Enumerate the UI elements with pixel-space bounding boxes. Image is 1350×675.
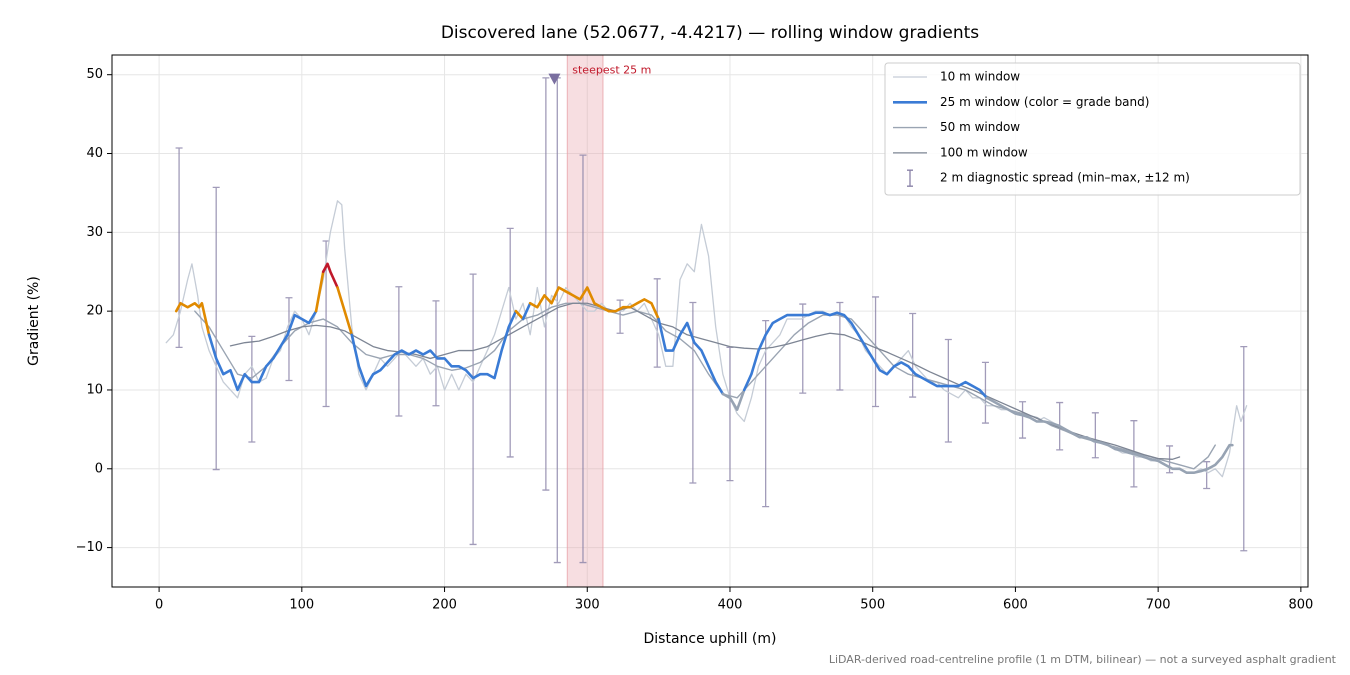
x-tick-label: 300	[575, 598, 600, 613]
x-tick-label: 100	[289, 598, 314, 613]
legend-box	[884, 62, 1301, 196]
series-line	[742, 311, 989, 400]
error-bar	[909, 312, 917, 398]
error-bar	[653, 278, 661, 368]
footnote: LiDAR-derived road-centreline profile (1…	[829, 653, 1337, 666]
error-bar	[469, 273, 477, 546]
legend-label: 100 m window	[940, 145, 1028, 159]
series-line	[528, 286, 660, 321]
error-bar	[1091, 412, 1099, 459]
error-bar	[212, 186, 220, 471]
error-bar	[506, 227, 514, 458]
error-bar	[285, 297, 293, 382]
x-tick-label: 200	[432, 598, 457, 613]
y-tick-label: 0	[95, 461, 103, 476]
series-line	[721, 388, 746, 411]
series-line	[521, 301, 532, 321]
highlight-marker	[548, 73, 561, 85]
series-line	[174, 301, 211, 337]
y-axis-label: Gradient (%)	[26, 276, 42, 366]
x-tick-label: 0	[155, 598, 163, 613]
error-bar	[1019, 401, 1027, 439]
x-axis-label: Distance uphill (m)	[644, 631, 777, 647]
series-line	[165, 200, 1248, 478]
legend-label: 10 m window	[940, 70, 1020, 84]
legend-label: 50 m window	[940, 120, 1020, 134]
y-tick-label: 40	[86, 146, 103, 161]
error-bar	[836, 301, 844, 391]
y-tick-label: −10	[76, 540, 103, 555]
x-tick-label: 800	[1288, 598, 1313, 613]
error-bar	[1240, 345, 1248, 552]
error-bar	[872, 296, 880, 408]
x-tick-label: 700	[1146, 598, 1171, 613]
y-tick-label: 10	[86, 382, 103, 397]
error-bar	[248, 335, 256, 443]
error-bar	[553, 77, 561, 564]
highlight-span	[566, 54, 604, 588]
series-line	[336, 286, 354, 337]
series-line	[350, 309, 518, 388]
error-bar	[1203, 461, 1211, 490]
series-line	[194, 302, 1216, 470]
legend-swatch	[907, 169, 913, 187]
x-tick-label: 600	[1003, 598, 1028, 613]
plot-frame	[111, 54, 1309, 588]
error-bar	[726, 346, 734, 482]
y-tick-label: 20	[86, 304, 103, 319]
error-bar	[542, 77, 550, 491]
y-tick-label: 50	[86, 67, 103, 82]
series-line	[514, 309, 525, 321]
chart-title: Discovered lane (52.0677, -4.4217) — rol…	[441, 23, 979, 43]
highlight-label: steepest 25 m	[572, 64, 651, 77]
error-bar	[981, 361, 989, 424]
series-line	[657, 317, 725, 396]
y-tick-label: 30	[86, 225, 103, 240]
series-line	[321, 262, 339, 289]
error-bar	[616, 299, 624, 334]
series-line	[314, 270, 325, 313]
x-tick-label: 500	[860, 598, 885, 613]
error-bar	[579, 154, 587, 564]
error-bar	[944, 338, 952, 443]
series-line	[207, 309, 318, 392]
x-tick-label: 400	[718, 598, 743, 613]
series-line	[985, 396, 1234, 475]
legend-label: 25 m window (color = grade band)	[940, 95, 1149, 109]
legend-label: 2 m diagnostic spread (min–max, ±12 m)	[940, 171, 1190, 185]
series-line	[229, 302, 1181, 460]
error-bar	[689, 301, 697, 484]
error-bar	[432, 300, 440, 407]
